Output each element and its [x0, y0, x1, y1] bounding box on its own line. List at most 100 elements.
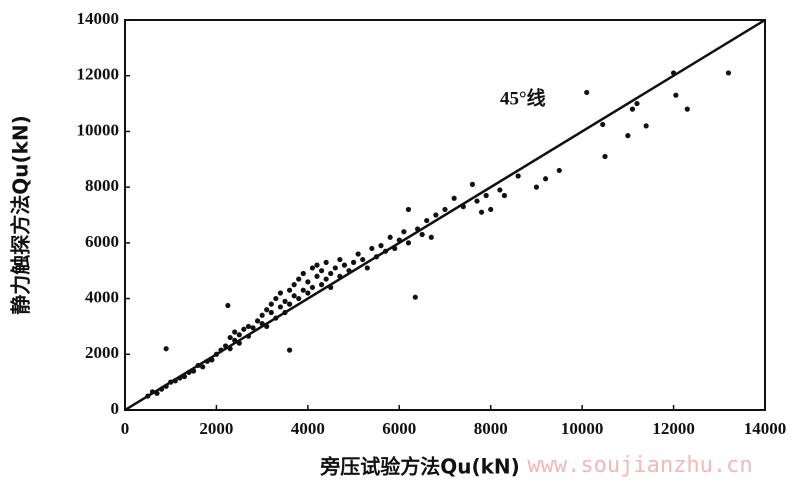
point: [245, 333, 252, 339]
point: [158, 386, 165, 392]
point: [725, 70, 732, 76]
point: [305, 279, 311, 285]
point: [264, 307, 270, 313]
point: [286, 287, 293, 293]
point: [478, 209, 485, 215]
point: [483, 192, 489, 199]
y-tick-label: 14000: [77, 9, 120, 28]
point: [350, 259, 357, 265]
reference-line: [124, 18, 766, 412]
point: [254, 318, 261, 324]
point: [360, 256, 366, 263]
point: [501, 192, 508, 199]
point: [318, 282, 325, 288]
point: [401, 229, 407, 235]
point: [355, 251, 361, 257]
point: [392, 245, 398, 252]
point: [305, 290, 311, 296]
point: [451, 195, 457, 201]
point: [643, 123, 649, 129]
x-tick-label: 8000: [474, 419, 508, 438]
point: [442, 206, 448, 213]
x-tick-label: 10000: [561, 419, 604, 438]
point: [488, 206, 494, 213]
point: [364, 265, 370, 271]
point: [684, 106, 690, 112]
point: [469, 181, 476, 187]
x-tick-label: 0: [121, 419, 130, 438]
point: [291, 282, 297, 288]
point: [181, 373, 188, 380]
point: [625, 133, 631, 139]
point: [323, 259, 329, 265]
point: [227, 334, 233, 341]
point: [634, 100, 640, 107]
point: [584, 89, 590, 96]
point: [460, 204, 466, 210]
point: [309, 265, 316, 271]
point: [213, 351, 220, 357]
point: [556, 167, 562, 174]
point: [673, 92, 679, 98]
point: [424, 217, 430, 224]
annotation: 45°线: [500, 86, 546, 109]
point: [264, 323, 270, 330]
point: [405, 240, 412, 246]
point: [232, 337, 238, 343]
point: [195, 362, 201, 369]
point: [428, 234, 434, 240]
point: [268, 309, 274, 316]
point: [474, 198, 480, 204]
point: [236, 332, 242, 338]
point: [405, 206, 412, 213]
x-tick-label: 2000: [199, 419, 233, 438]
y-tick-label: 0: [111, 399, 120, 418]
point: [318, 268, 325, 274]
point: [209, 357, 215, 363]
point: [300, 270, 306, 277]
point: [241, 326, 247, 332]
point: [337, 256, 343, 263]
point: [332, 265, 338, 271]
y-axis-label: 静力触探方法Qu(kN): [9, 115, 33, 315]
point: [542, 176, 549, 182]
plot-frame: [124, 19, 766, 411]
point: [218, 347, 224, 353]
point: [245, 323, 252, 330]
point: [282, 309, 288, 316]
point: [286, 347, 293, 353]
point: [186, 369, 192, 375]
point: [323, 276, 329, 282]
y-tick-label: 2000: [85, 343, 119, 362]
point: [629, 106, 636, 112]
point: [291, 293, 297, 299]
point: [149, 389, 156, 395]
point: [533, 184, 540, 190]
point: [602, 153, 608, 160]
point: [282, 298, 288, 304]
point: [163, 346, 169, 352]
point: [277, 290, 284, 296]
y-tick-label: 8000: [85, 176, 119, 195]
point: [177, 375, 183, 381]
y-tick-label: 6000: [85, 232, 119, 251]
point: [414, 226, 421, 232]
point: [600, 121, 606, 128]
point: [296, 276, 302, 282]
point: [225, 302, 231, 309]
point: [396, 237, 402, 243]
point: [419, 231, 425, 238]
point: [154, 390, 160, 396]
point: [373, 254, 380, 260]
point: [296, 295, 302, 302]
point: [273, 295, 279, 302]
point: [369, 245, 375, 252]
point: [412, 294, 418, 300]
y-tick-label: 12000: [77, 65, 120, 84]
point: [433, 212, 439, 218]
y-tick-label: 10000: [77, 120, 120, 139]
point: [232, 329, 238, 335]
point: [163, 383, 169, 389]
point: [286, 301, 293, 307]
point: [346, 268, 352, 274]
